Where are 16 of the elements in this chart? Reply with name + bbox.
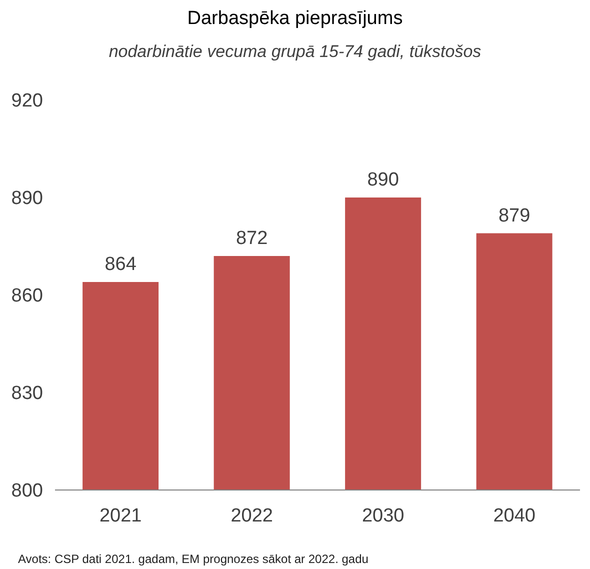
chart-title: Darbaspēka pieprasījums (186, 8, 404, 30)
text: Avots: CSP dati 2021. gadam, EM prognozes sākot ar 2022. gadu (18, 552, 368, 566)
chart-subtitle: nodarbinātie vecuma grupā 15-74 gadi, tūkstošos (108, 42, 482, 62)
y-tick-label: 890 (11, 188, 43, 210)
y-tick-label: 800 (11, 480, 43, 502)
y-tick-label: 830 (11, 383, 43, 404)
data-label: 864 (104, 254, 137, 275)
data-label: 879 (498, 205, 530, 226)
data-label: 890 (367, 170, 399, 190)
x-tick-label: 2022 (230, 505, 274, 526)
y-tick-label: 860 (11, 286, 43, 307)
data-label: 872 (236, 228, 268, 249)
x-tick-label: 2021 (99, 505, 142, 526)
y-tick-label: 920 (11, 90, 43, 112)
x-tick-label: 2040 (493, 505, 536, 526)
x-tick-label: 2030 (362, 505, 404, 526)
